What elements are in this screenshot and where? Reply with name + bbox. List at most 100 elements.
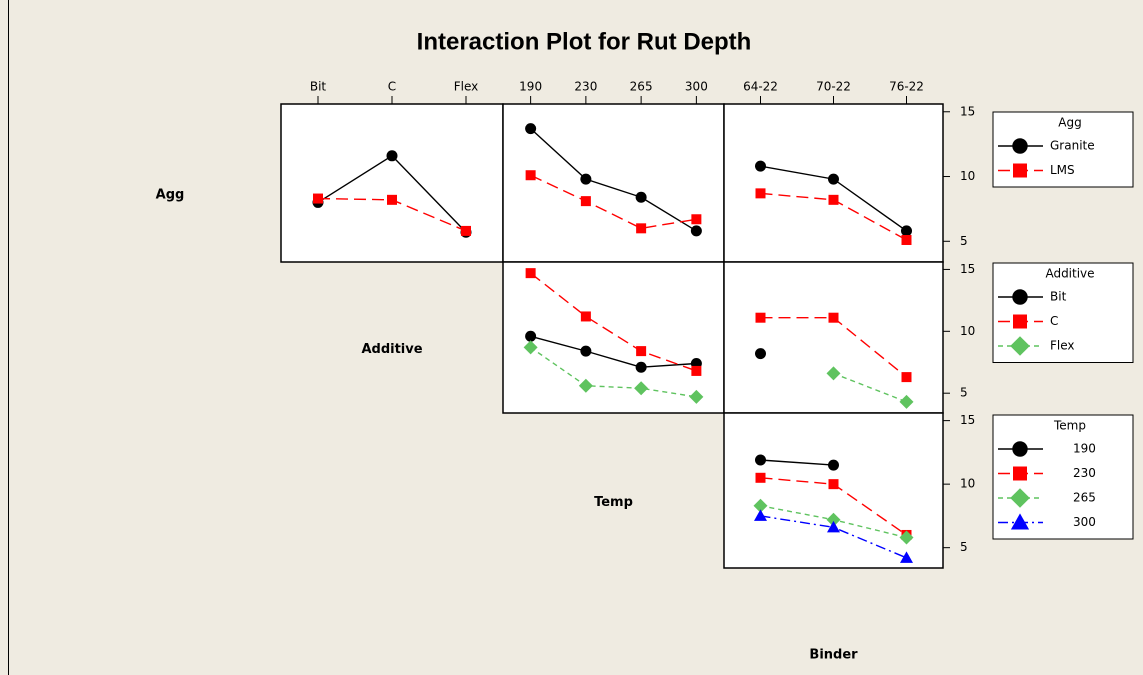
data-point — [580, 311, 591, 322]
series-line — [530, 346, 697, 398]
y-tick-label: 15 — [960, 262, 975, 276]
data-point — [387, 194, 397, 205]
legend-label: Bit — [1050, 290, 1067, 304]
chart-title: Interaction Plot for Rut Depth — [417, 28, 752, 55]
data-point — [828, 173, 839, 185]
data-point — [525, 330, 537, 342]
legend-marker — [1012, 289, 1028, 305]
legend-label: 265 — [1073, 491, 1096, 505]
x-tick-label: C — [388, 80, 396, 94]
panel — [723, 261, 944, 414]
legend-title: Additive — [1045, 267, 1094, 281]
data-point — [900, 551, 913, 563]
data-point — [826, 366, 841, 381]
data-point — [690, 225, 702, 237]
y-tick-label: 15 — [960, 104, 975, 118]
legend-label: Flex — [1050, 339, 1075, 353]
data-point — [755, 312, 766, 323]
series-line — [530, 335, 697, 368]
data-point — [635, 191, 647, 203]
legend-marker — [1013, 163, 1027, 178]
y-tick-label: 5 — [960, 234, 968, 248]
data-point — [461, 225, 471, 236]
data-point — [580, 345, 592, 357]
factor-label: Additive — [361, 342, 422, 357]
data-point — [901, 372, 912, 383]
data-point — [826, 512, 841, 527]
y-tick-label: 10 — [960, 324, 975, 338]
legend-label: 190 — [1073, 442, 1096, 456]
x-tick-label: Flex — [454, 80, 479, 94]
legend-marker — [1013, 466, 1027, 481]
data-point — [827, 520, 840, 533]
legend-label: 230 — [1073, 466, 1096, 480]
legend-label: Granite — [1050, 139, 1095, 153]
x-tick-label: 300 — [685, 80, 708, 94]
data-point — [634, 381, 649, 396]
factor-label: Temp — [594, 495, 633, 510]
y-tick-label: 5 — [960, 386, 968, 400]
data-point — [754, 509, 767, 521]
series-line — [530, 174, 697, 230]
series-line — [530, 128, 697, 232]
data-point — [578, 378, 593, 393]
data-point — [523, 340, 538, 355]
data-point — [901, 234, 912, 245]
data-point — [828, 194, 839, 205]
x-tick-label: 265 — [630, 80, 653, 94]
data-point — [636, 346, 647, 357]
data-point — [525, 170, 536, 181]
legend-marker — [1012, 138, 1028, 154]
series-line — [760, 515, 907, 559]
factor-label: Agg — [156, 188, 185, 203]
data-point — [899, 530, 914, 545]
legend-marker — [1012, 441, 1028, 457]
data-point — [689, 389, 704, 404]
data-point — [580, 173, 592, 185]
data-point — [755, 160, 766, 172]
x-tick-label: Bit — [310, 80, 327, 94]
panel — [280, 103, 504, 263]
data-point — [691, 214, 702, 225]
legend-label: C — [1050, 314, 1058, 328]
legend-marker — [1010, 513, 1030, 530]
x-tick-label: 70-22 — [816, 80, 851, 94]
legend-marker — [1010, 336, 1030, 356]
data-point — [755, 472, 766, 483]
panel — [502, 103, 725, 263]
y-tick-label: 10 — [960, 169, 975, 183]
data-point — [753, 498, 768, 513]
y-tick-label: 10 — [960, 477, 975, 491]
legend-title: Temp — [1053, 419, 1086, 433]
data-point — [755, 188, 766, 199]
data-point — [386, 150, 398, 162]
series-line — [760, 459, 834, 466]
data-point — [828, 312, 839, 323]
data-point — [901, 225, 912, 237]
legend-title: Agg — [1058, 116, 1081, 130]
x-tick-label: 76-22 — [889, 80, 924, 94]
data-point — [635, 361, 647, 373]
data-point — [525, 123, 537, 135]
data-point — [899, 394, 914, 409]
legend-label: LMS — [1050, 163, 1075, 177]
data-point — [755, 348, 766, 360]
legend-marker — [1010, 488, 1030, 508]
factor-label: Binder — [809, 648, 858, 663]
data-point — [636, 223, 647, 234]
series-line — [530, 272, 697, 372]
data-point — [313, 193, 323, 204]
x-tick-label: 190 — [519, 80, 542, 94]
panel — [502, 261, 725, 414]
x-tick-label: 230 — [574, 80, 597, 94]
data-point — [755, 454, 766, 466]
data-point — [525, 268, 536, 279]
data-point — [828, 479, 839, 490]
data-point — [691, 365, 702, 376]
legend-marker — [1013, 314, 1027, 329]
legend-label: 300 — [1073, 515, 1096, 529]
y-tick-label: 15 — [960, 413, 975, 427]
data-point — [828, 459, 839, 471]
data-point — [580, 196, 591, 207]
